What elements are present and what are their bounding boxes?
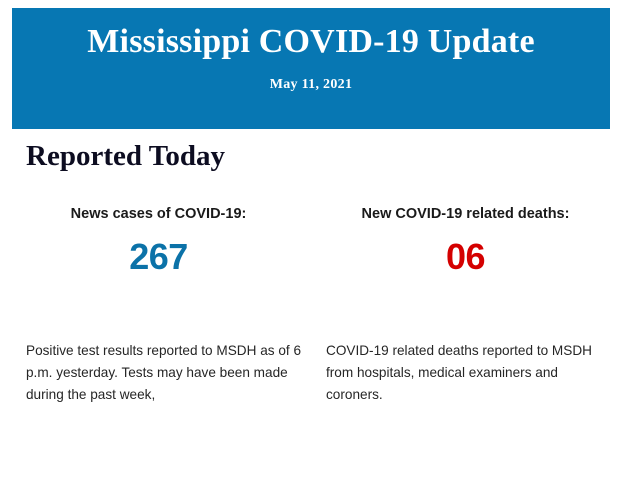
stat-card-new-cases: News cases of COVID-19: 267	[12, 205, 311, 277]
page-title: Mississippi COVID-19 Update	[87, 23, 535, 60]
description-new-cases: Positive test results reported to MSDH a…	[12, 340, 312, 406]
description-new-deaths: COVID-19 related deaths reported to MSDH…	[312, 340, 610, 406]
stat-value-new-cases: 267	[129, 236, 188, 277]
stats-row: News cases of COVID-19: 267 New COVID-19…	[12, 205, 610, 277]
stat-label-new-deaths: New COVID-19 related deaths:	[361, 206, 570, 222]
stat-value-new-deaths: 06	[445, 236, 486, 277]
header-banner: Mississippi COVID-19 Update May 11, 2021	[12, 8, 610, 129]
stat-label-new-cases: News cases of COVID-19:	[70, 206, 247, 222]
report-date: May 11, 2021	[269, 77, 353, 92]
section-heading-reported-today: Reported Today	[26, 140, 226, 172]
description-text-new-deaths: COVID-19 related deaths reported to MSDH…	[326, 343, 592, 402]
stat-card-new-deaths: New COVID-19 related deaths: 06	[311, 205, 610, 277]
description-text-new-cases: Positive test results reported to MSDH a…	[26, 343, 302, 402]
descriptions-row: Positive test results reported to MSDH a…	[12, 340, 610, 406]
